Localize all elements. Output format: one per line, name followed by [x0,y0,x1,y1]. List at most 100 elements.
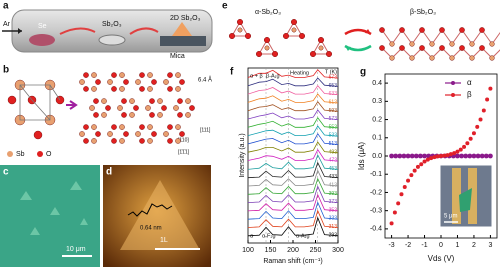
atom [167,86,173,92]
atom [469,41,475,47]
data-point [488,153,493,159]
atom [101,112,107,118]
series-label: 373 [329,199,338,205]
data-point [401,153,407,159]
atom [83,72,89,78]
atom [89,105,95,111]
atom [145,105,151,111]
atom [93,98,99,104]
atom [310,51,317,58]
atom [459,27,465,33]
series-label: 633 [329,91,338,97]
annotation: β-A₁g [266,73,280,79]
data-point [471,131,476,136]
legend-label: α [467,78,472,87]
atom [119,124,125,130]
label: [1̄1̄1] [178,149,190,155]
x-axis-label: Vds (V) [428,254,455,263]
atom [318,37,325,44]
data-point [425,157,430,162]
x-tick-label: 0 [439,242,443,249]
data-point [418,153,423,159]
data-point [455,149,460,154]
atom [95,79,101,85]
atom [147,72,153,78]
atom [151,79,157,85]
label: Mica [170,53,185,60]
atom [439,27,445,33]
flake [459,188,472,212]
series-label: 293 [329,232,338,238]
data-point [475,153,481,159]
atom [264,45,270,51]
arrow [59,27,96,35]
annotation: α-A₁g [296,233,310,239]
atom [83,124,89,130]
atom [185,112,191,118]
series-label: 513 [329,141,338,147]
atom [489,55,495,61]
data-point [448,152,453,157]
label: Sb₂O₃ [102,21,122,28]
data-point [409,173,414,178]
spectrum [247,169,339,187]
y-tick-label: -0.3 [370,208,382,215]
label: [110] [178,137,189,143]
spectrum [247,141,339,154]
atom [175,86,181,92]
atom [79,79,85,85]
bonds [312,38,330,55]
x-axis-label: Raman shift (cm⁻¹) [263,258,322,265]
o-atom [37,151,43,157]
panel-f: 100 150 200 250 300 293 313 333 353 373 393 413 433 4… [230,67,344,265]
data-point [415,164,420,169]
atom [101,98,107,104]
annotation: α + β [250,73,263,79]
x-tick-label: 300 [332,247,344,254]
legend-marker [451,93,455,97]
atom [79,131,85,137]
data-point [475,124,480,129]
panel-a: a Ar Se Sb₂O₃ 2D Sb₂O₃ Mica [2,1,213,60]
atom [189,105,195,111]
atom [175,124,181,130]
atom [429,41,435,47]
flake [120,180,200,250]
atom [139,72,145,78]
series-label: 473 [329,158,338,164]
series-label: 333 [329,216,338,222]
atom [489,41,495,47]
atom [409,55,415,61]
legend-marker [451,81,455,85]
atom [151,131,157,137]
atom [479,45,485,51]
atom [449,55,455,61]
y-tick-label: -0.2 [370,189,382,196]
y-tick-label: 0.3 [372,98,382,105]
atom [419,45,425,51]
x-tick-label: 200 [287,247,299,254]
atom [449,41,455,47]
atom [147,124,153,130]
atom [469,55,475,61]
atom [135,131,141,137]
atom [93,112,99,118]
y-tick-label: 0.4 [372,80,382,87]
atom [237,27,243,33]
atom [95,131,101,137]
series-label: 593 [329,108,338,114]
x-tick-label: 1 [456,242,460,249]
spectrum [247,161,339,179]
atom [163,131,169,137]
spectrum [247,109,339,120]
data-point [419,162,424,167]
atom [177,98,183,104]
atom [149,98,155,104]
panel-d: 0.64 nm 1L d [103,165,211,267]
selenium [29,34,55,46]
sb-atom [7,151,13,157]
y-axis-label: Intensity (a.u.) [239,133,246,177]
data-point [478,117,483,122]
data-point [405,153,411,159]
